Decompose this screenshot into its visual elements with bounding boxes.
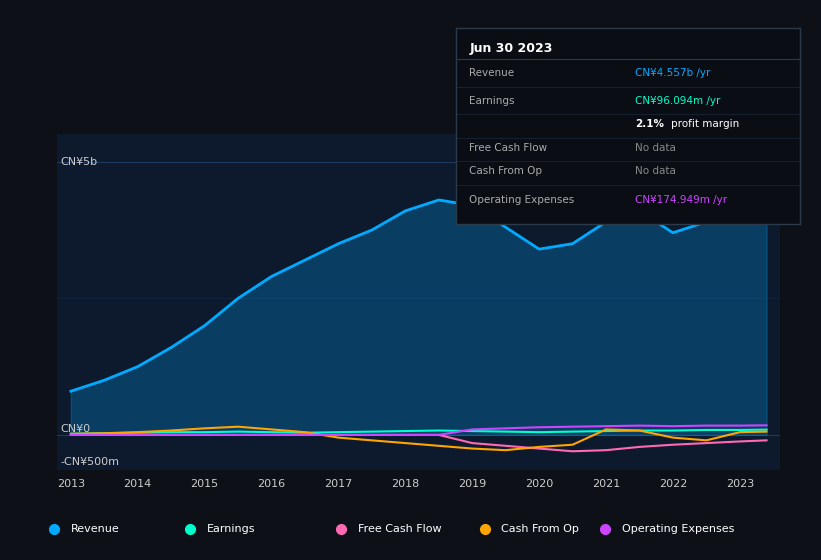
Text: No data: No data bbox=[635, 143, 676, 152]
Text: 2022: 2022 bbox=[658, 479, 687, 488]
Text: Cash From Op: Cash From Op bbox=[501, 524, 579, 534]
Text: 2020: 2020 bbox=[525, 479, 553, 488]
Text: CN¥174.949m /yr: CN¥174.949m /yr bbox=[635, 195, 727, 206]
Text: Earnings: Earnings bbox=[207, 524, 255, 534]
Text: -CN¥500m: -CN¥500m bbox=[61, 457, 120, 467]
Text: CN¥4.557b /yr: CN¥4.557b /yr bbox=[635, 68, 710, 78]
Text: 2023: 2023 bbox=[726, 479, 754, 488]
Text: No data: No data bbox=[635, 166, 676, 176]
Text: Free Cash Flow: Free Cash Flow bbox=[470, 143, 548, 152]
Text: 2021: 2021 bbox=[592, 479, 620, 488]
Text: 2018: 2018 bbox=[391, 479, 420, 488]
Text: 2.1%: 2.1% bbox=[635, 119, 664, 129]
Text: 2017: 2017 bbox=[324, 479, 352, 488]
Text: CN¥96.094m /yr: CN¥96.094m /yr bbox=[635, 96, 720, 105]
Text: 2014: 2014 bbox=[124, 479, 152, 488]
Text: 2019: 2019 bbox=[458, 479, 486, 488]
Text: CN¥5b: CN¥5b bbox=[61, 157, 98, 167]
Text: profit margin: profit margin bbox=[672, 119, 740, 129]
Text: Operating Expenses: Operating Expenses bbox=[470, 195, 575, 206]
Text: Free Cash Flow: Free Cash Flow bbox=[358, 524, 441, 534]
Text: Cash From Op: Cash From Op bbox=[470, 166, 543, 176]
Text: Revenue: Revenue bbox=[470, 68, 515, 78]
Text: Operating Expenses: Operating Expenses bbox=[622, 524, 734, 534]
Text: Jun 30 2023: Jun 30 2023 bbox=[470, 42, 553, 55]
Text: 2013: 2013 bbox=[57, 479, 85, 488]
Text: 2015: 2015 bbox=[190, 479, 218, 488]
Text: CN¥0: CN¥0 bbox=[61, 424, 91, 434]
Text: Earnings: Earnings bbox=[470, 96, 515, 105]
Text: 2016: 2016 bbox=[258, 479, 286, 488]
Text: Revenue: Revenue bbox=[71, 524, 119, 534]
